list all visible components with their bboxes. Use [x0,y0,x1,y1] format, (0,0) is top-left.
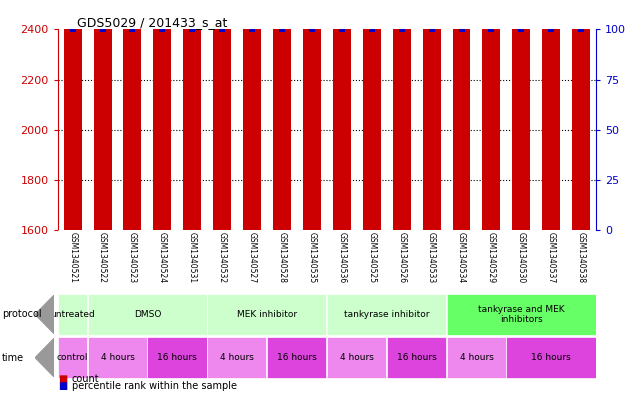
Text: MEK inhibitor: MEK inhibitor [237,310,297,319]
Bar [147,337,206,378]
Point [337,26,347,33]
Bar [88,294,206,335]
Point [97,26,108,33]
Bar [124,0,142,230]
Text: control: control [57,353,88,362]
Bar [94,0,112,230]
Bar [422,0,440,230]
Point [576,26,587,33]
Bar [387,337,446,378]
Text: 16 hours: 16 hours [397,353,437,362]
Text: GSM1340536: GSM1340536 [337,232,346,283]
Polygon shape [35,295,54,334]
Point [516,26,526,33]
Bar [483,0,501,230]
Point [397,26,407,33]
Bar [506,337,595,378]
Text: GSM1340528: GSM1340528 [278,232,287,283]
Point [128,26,138,33]
Text: ■: ■ [58,375,67,384]
Bar [303,0,321,230]
Text: GSM1340523: GSM1340523 [128,232,137,283]
Point [247,26,257,33]
Point [367,26,377,33]
Text: GSM1340534: GSM1340534 [457,232,466,283]
Text: GSM1340525: GSM1340525 [367,232,376,283]
Text: GSM1340535: GSM1340535 [308,232,317,283]
Bar [58,294,87,335]
Text: GSM1340532: GSM1340532 [218,232,227,283]
Bar [267,337,326,378]
Point [426,26,437,33]
Text: GDS5029 / 201433_s_at: GDS5029 / 201433_s_at [77,16,228,29]
Point [187,26,197,33]
Text: 4 hours: 4 hours [221,353,254,362]
Text: 4 hours: 4 hours [460,353,494,362]
Text: 4 hours: 4 hours [340,353,374,362]
Text: time: time [2,353,24,363]
Point [217,26,228,33]
Text: 4 hours: 4 hours [101,353,135,362]
Text: untreated: untreated [50,310,95,319]
Bar [207,337,267,378]
Bar [243,0,261,230]
Bar [512,0,530,230]
Bar [363,0,381,230]
Bar [542,0,560,230]
Polygon shape [35,338,54,377]
Text: tankyrase and MEK
inhibitors: tankyrase and MEK inhibitors [478,305,565,324]
Bar [153,0,171,230]
Bar [58,337,87,378]
Point [277,26,287,33]
Text: ■: ■ [58,381,67,391]
Text: GSM1340522: GSM1340522 [98,232,107,283]
Bar [447,337,506,378]
Text: 16 hours: 16 hours [158,353,197,362]
Bar [183,0,201,230]
Text: GSM1340526: GSM1340526 [397,232,406,283]
Point [487,26,497,33]
Bar [453,0,470,230]
Text: GSM1340533: GSM1340533 [427,232,436,283]
Bar [63,0,81,230]
Text: tankyrase inhibitor: tankyrase inhibitor [344,310,429,319]
Bar [207,294,326,335]
Text: GSM1340537: GSM1340537 [547,232,556,283]
Point [67,26,78,33]
Text: GSM1340527: GSM1340527 [247,232,256,283]
Point [456,26,467,33]
Bar [327,337,386,378]
Text: protocol: protocol [2,309,42,320]
Text: GSM1340529: GSM1340529 [487,232,496,283]
Text: GSM1340538: GSM1340538 [577,232,586,283]
Bar [213,0,231,230]
Point [307,26,317,33]
Bar [327,294,446,335]
Bar [447,294,595,335]
Bar [273,0,291,230]
Text: 16 hours: 16 hours [277,353,317,362]
Text: GSM1340524: GSM1340524 [158,232,167,283]
Text: 16 hours: 16 hours [531,353,571,362]
Point [157,26,167,33]
Text: count: count [72,375,99,384]
Point [546,26,556,33]
Text: GSM1340531: GSM1340531 [188,232,197,283]
Text: DMSO: DMSO [134,310,161,319]
Text: GSM1340530: GSM1340530 [517,232,526,283]
Bar [88,337,147,378]
Text: GSM1340521: GSM1340521 [68,232,77,283]
Bar [333,0,351,230]
Bar [393,0,411,230]
Bar [572,0,590,230]
Text: percentile rank within the sample: percentile rank within the sample [72,381,237,391]
